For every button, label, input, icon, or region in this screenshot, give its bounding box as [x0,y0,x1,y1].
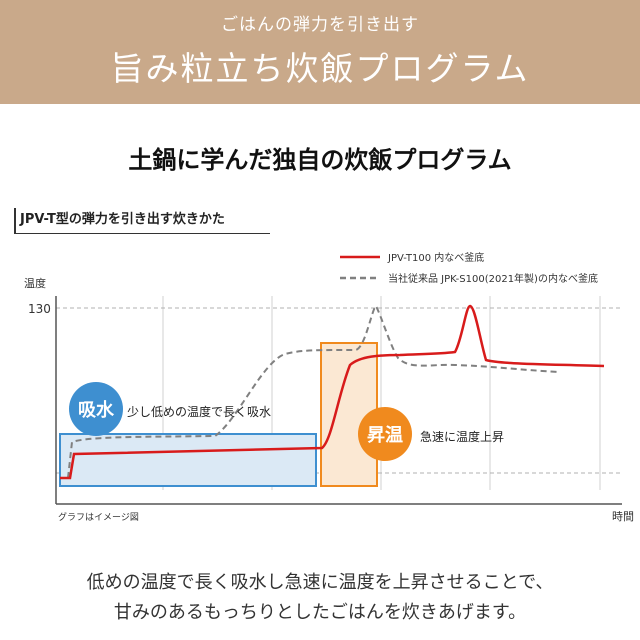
series-line-conventional [67,304,561,479]
soak-badge-label: 吸水 [78,399,115,421]
chart-note: グラフはイメージ図 [58,511,139,523]
y-axis-label: 温度 [24,276,46,290]
section-headline: 土鍋に学んだ独自の炊飯プログラム [128,146,512,174]
heat-badge [358,407,412,461]
legend-label-red: JPV-T100 内なべ釜底 [387,251,484,264]
series-line-jpv [60,304,605,480]
soak-phase-text: 少し低めの温度で長く吸水 [127,404,271,419]
x-axis-label: 時間 [612,510,634,523]
chart-label: JPV-T型の弾力を引き出す炊きかた [14,208,270,234]
heat-phase-text: 急速に温度上昇 [420,429,504,444]
soak-phase-box [59,433,317,487]
banner-title: 旨み粒立ち炊飯プログラム [110,49,530,88]
legend-label-gray: 当社従来品 JPK-S100(2021年製)の内なべ釜底 [388,272,598,285]
temperature-chart: 温度 130 時間 グラフはイメージ図 JPV-T100 内なべ釜底 当社従来品… [24,251,634,523]
y-tick-130: 130 [28,302,51,316]
header-banner: ごはんの弾力を引き出す 旨み粒立ち炊飯プログラム [0,0,640,104]
caption-line-1: 低めの温度で長く吸水し急速に温度を上昇させることで、 [86,572,554,593]
heat-badge-label: 昇温 [367,425,403,446]
soak-badge [69,382,123,436]
banner-subtitle: ごはんの弾力を引き出す [221,15,419,35]
caption-line-2: 甘みのあるもっちりとしたごはんを炊きあげます。 [113,602,527,623]
